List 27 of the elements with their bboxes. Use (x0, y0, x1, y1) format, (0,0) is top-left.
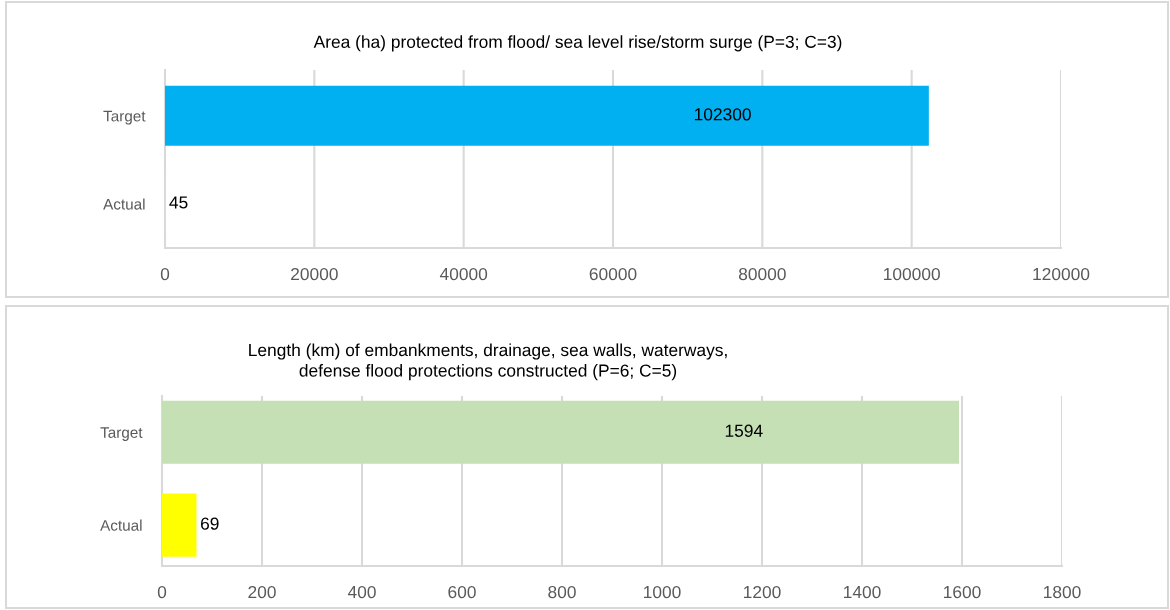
x-tick-label: 20000 (291, 267, 338, 281)
y-tick-label: Actual (103, 198, 145, 210)
x-tick-label: 200 (248, 585, 276, 599)
x-tick-label: 1000 (644, 585, 681, 599)
data-label: 69 (200, 517, 219, 530)
data-label: 1594 (725, 424, 763, 437)
x-tick-label: 100000 (884, 267, 940, 281)
chart-title: Length (km) of embankments, drainage, sea walls, waterways, defense flood protections constructed (P=6; C=5) (249, 343, 727, 381)
x-tick-label: 400 (347, 585, 376, 599)
y-tick-label: Target (100, 427, 143, 441)
x-tick-label: 40000 (439, 267, 488, 281)
x-tick-label: 600 (448, 585, 476, 599)
data-label: 45 (169, 196, 188, 209)
x-tick-label: 800 (548, 585, 576, 599)
x-tick-label: 1400 (844, 585, 881, 599)
x-tick-label: 0 (160, 267, 170, 281)
x-tick-label: 80000 (738, 267, 786, 281)
chart-title: Area (ha) protected from flood/ sea level rise/storm surge (P=3; C=3) (313, 35, 842, 52)
x-tick-label: 0 (157, 585, 167, 599)
x-tick-label: 1200 (744, 585, 781, 599)
x-tick-label: 120000 (1033, 267, 1090, 281)
x-tick-label: 1600 (944, 585, 981, 599)
x-tick-label: 60000 (589, 267, 637, 281)
data-label: 102300 (694, 108, 751, 121)
y-tick-label: Actual (100, 519, 142, 531)
y-tick-label: Target (103, 110, 146, 125)
x-tick-label: 1800 (1044, 585, 1081, 599)
